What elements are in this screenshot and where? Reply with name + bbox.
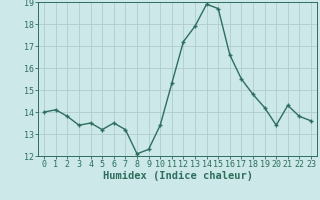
X-axis label: Humidex (Indice chaleur): Humidex (Indice chaleur): [103, 171, 252, 181]
